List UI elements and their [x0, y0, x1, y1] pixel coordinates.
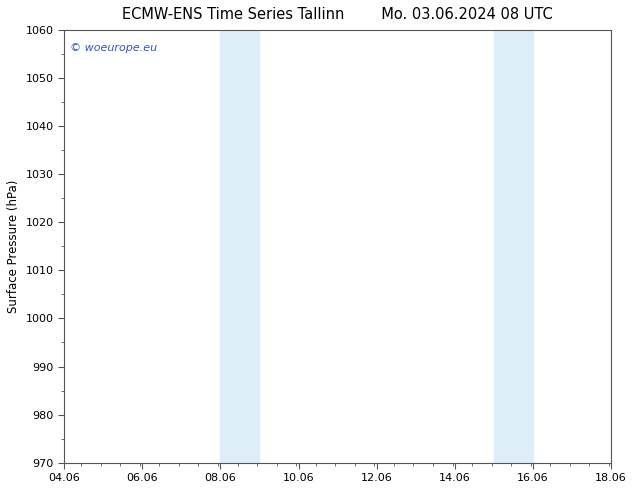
Bar: [221, 30, 259, 463]
Title: ECMW-ENS Time Series Tallinn        Mo. 03.06.2024 08 UTC: ECMW-ENS Time Series Tallinn Mo. 03.06.2…: [122, 7, 553, 22]
Y-axis label: Surface Pressure (hPa): Surface Pressure (hPa): [7, 180, 20, 313]
Text: © woeurope.eu: © woeurope.eu: [70, 43, 157, 53]
Bar: [494, 30, 533, 463]
